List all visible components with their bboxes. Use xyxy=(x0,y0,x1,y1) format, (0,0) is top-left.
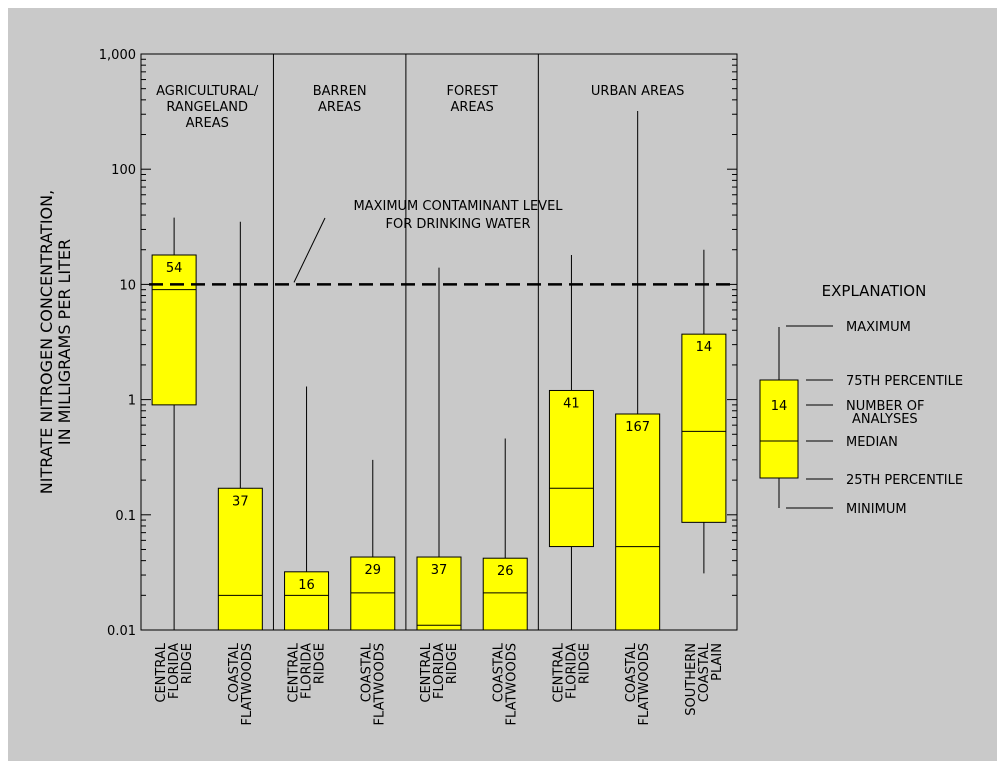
box-iqr xyxy=(151,254,197,406)
group-label: BARREN xyxy=(313,84,367,99)
category-label: FLATWOODS xyxy=(240,643,255,725)
sample-count-label: 16 xyxy=(298,578,315,593)
box-iqr xyxy=(217,487,263,631)
box-iqr xyxy=(284,571,330,631)
sample-count-label: 41 xyxy=(563,396,580,411)
category-label: CENTRAL xyxy=(419,642,434,702)
group-label: AGRICULTURAL/ xyxy=(156,84,259,99)
y-tick-label: 1 xyxy=(128,394,136,409)
legend-item-label: MINIMUM xyxy=(846,502,907,517)
sample-count-label: 37 xyxy=(232,494,249,509)
category-label: CENTRAL xyxy=(551,642,566,702)
category-label: PLAIN xyxy=(710,643,725,681)
group-label: RANGELAND xyxy=(166,100,248,115)
mcl-leader-line xyxy=(293,217,326,283)
sample-count-label: 29 xyxy=(365,563,382,578)
category-label: FLORIDA xyxy=(167,643,182,699)
legend-item-label: MEDIAN xyxy=(846,435,898,450)
sample-count-label: 167 xyxy=(625,420,650,435)
category-label: FLORIDA xyxy=(300,643,315,699)
group-label: AREAS xyxy=(318,100,361,115)
category-label: COASTAL xyxy=(227,642,242,702)
sample-count-label: 14 xyxy=(696,340,713,355)
category-label: COASTAL xyxy=(492,642,507,702)
legend-box xyxy=(759,379,799,479)
category-label: FLORIDA xyxy=(564,643,579,699)
group-label: URBAN AREAS xyxy=(591,84,685,99)
legend-sample-count: 14 xyxy=(771,399,788,414)
legend-title: EXPLANATION xyxy=(822,282,927,300)
category-label: COASTAL xyxy=(359,642,374,702)
category-label: CENTRAL xyxy=(154,642,169,702)
box-iqr xyxy=(416,556,462,631)
legend-item-label: 75TH PERCENTILE xyxy=(846,374,963,389)
category-label: COASTAL xyxy=(697,642,712,702)
box-iqr xyxy=(681,333,727,523)
category-label: RIDGE xyxy=(577,643,592,684)
category-label: CENTRAL xyxy=(287,642,302,702)
group-label: AREAS xyxy=(186,116,229,131)
category-label: RIDGE xyxy=(180,643,195,684)
y-tick-label: 100 xyxy=(111,163,136,178)
legend-item-label: NUMBER OF xyxy=(846,399,924,414)
group-label: AREAS xyxy=(450,100,493,115)
box-iqr xyxy=(548,389,594,548)
mcl-annotation: MAXIMUM CONTAMINANT LEVEL xyxy=(353,199,563,214)
box-iqr xyxy=(482,557,528,631)
sample-count-label: 54 xyxy=(166,261,183,276)
y-axis-label: IN MILLIGRAMS PER LITER xyxy=(55,239,74,445)
category-label: FLORIDA xyxy=(432,643,447,699)
y-tick-label: 0.01 xyxy=(107,624,136,639)
category-label: FLATWOODS xyxy=(505,643,520,725)
y-axis-label: NITRATE NITROGEN CONCENTRATION, xyxy=(37,190,56,494)
box-iqr xyxy=(615,413,661,631)
legend-item-label: 25TH PERCENTILE xyxy=(846,473,963,488)
y-tick-label: 1,000 xyxy=(99,48,136,63)
legend-item-label: ANALYSES xyxy=(852,412,918,427)
y-tick-label: 0.1 xyxy=(115,509,136,524)
category-label: FLATWOODS xyxy=(637,643,652,725)
box-iqr xyxy=(350,556,396,631)
mcl-annotation: FOR DRINKING WATER xyxy=(386,217,531,232)
group-label: FOREST xyxy=(447,84,498,99)
sample-count-label: 26 xyxy=(497,564,514,579)
category-label: RIDGE xyxy=(445,643,460,684)
y-tick-label: 10 xyxy=(119,278,136,293)
legend-item-label: MAXIMUM xyxy=(846,320,911,335)
category-label: SOUTHERN xyxy=(684,643,699,716)
category-label: RIDGE xyxy=(313,643,328,684)
category-label: FLATWOODS xyxy=(372,643,387,725)
category-label: COASTAL xyxy=(624,642,639,702)
sample-count-label: 37 xyxy=(431,563,448,578)
